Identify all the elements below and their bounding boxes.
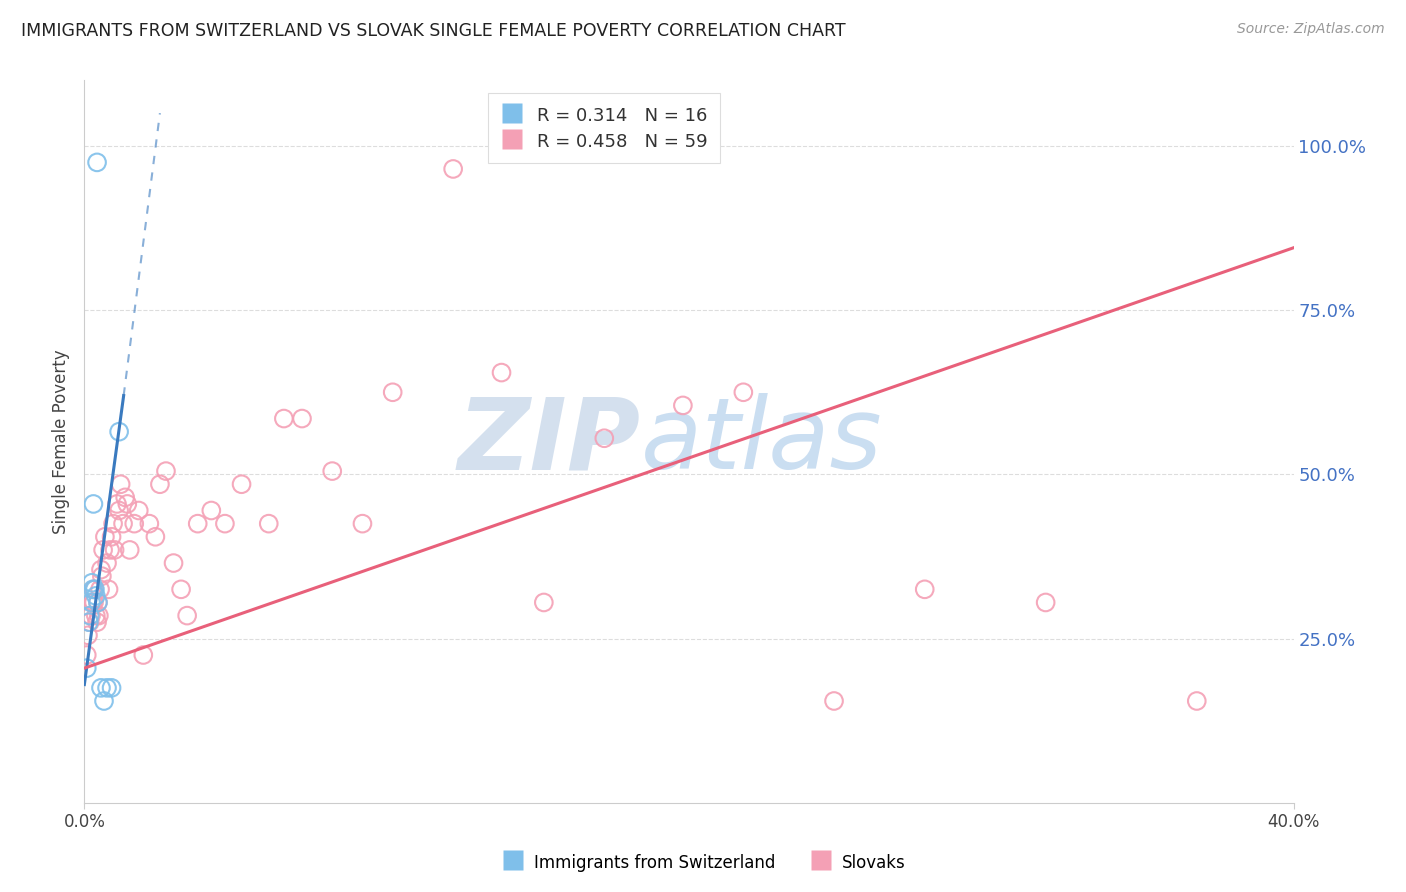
Point [491,366,513,380]
Point [83,582,105,597]
Point [89,582,111,597]
Point [80,608,103,623]
Text: atlas: atlas [641,393,882,490]
Text: IMMIGRANTS FROM SWITZERLAND VS SLOVAK SINGLE FEMALE POVERTY CORRELATION CHART: IMMIGRANTS FROM SWITZERLAND VS SLOVAK SI… [21,22,846,40]
Point [100,681,122,695]
Point [533,595,555,609]
Point [87,595,110,609]
Point [672,398,695,412]
Point [914,582,936,597]
Point [1185,694,1208,708]
Point [321,464,343,478]
Point [112,516,135,531]
Point [82,595,104,609]
Point [104,542,127,557]
Point [96,556,118,570]
Point [823,694,845,708]
Point [593,431,616,445]
Point [214,516,236,531]
Point [86,615,108,630]
Point [77,628,100,642]
Point [87,595,110,609]
Point [76,661,98,675]
Point [187,516,209,531]
Point [108,425,131,439]
Point [100,530,122,544]
Point [77,615,100,630]
Point [1035,595,1057,609]
Point [94,530,117,544]
Point [83,595,105,609]
Point [101,516,124,531]
Point [79,615,101,630]
Legend: R = 0.314   N = 16, R = 0.458   N = 59: R = 0.314 N = 16, R = 0.458 N = 59 [488,93,720,163]
Point [110,477,132,491]
Point [162,556,184,570]
Point [381,385,404,400]
Point [257,516,280,531]
Point [93,694,115,708]
Point [155,464,177,478]
Point [128,503,150,517]
Point [105,497,128,511]
Point [90,563,112,577]
Y-axis label: Single Female Poverty: Single Female Poverty [52,350,70,533]
Point [84,582,107,597]
Point [733,385,755,400]
Point [138,516,160,531]
Point [114,491,136,505]
Point [149,477,172,491]
Point [80,575,103,590]
Point [176,608,198,623]
Point [86,155,108,169]
Point [132,648,155,662]
Point [145,530,167,544]
Point [82,582,104,597]
Point [80,595,103,609]
Point [87,608,110,623]
Point [108,503,131,517]
Text: Source: ZipAtlas.com: Source: ZipAtlas.com [1237,22,1385,37]
Point [231,477,253,491]
Point [90,681,112,695]
Point [90,569,112,583]
Point [84,589,107,603]
Point [82,497,104,511]
Point [84,608,107,623]
Point [98,542,121,557]
Point [273,411,295,425]
Point [170,582,193,597]
Legend: Immigrants from Switzerland, Slovaks: Immigrants from Switzerland, Slovaks [494,846,912,880]
Point [117,497,139,511]
Point [200,503,222,517]
Point [97,582,120,597]
Point [122,516,145,531]
Point [79,608,101,623]
Point [96,681,118,695]
Point [91,542,114,557]
Point [291,411,314,425]
Point [76,648,98,662]
Text: ZIP: ZIP [457,393,641,490]
Point [118,542,141,557]
Point [441,161,464,176]
Point [352,516,374,531]
